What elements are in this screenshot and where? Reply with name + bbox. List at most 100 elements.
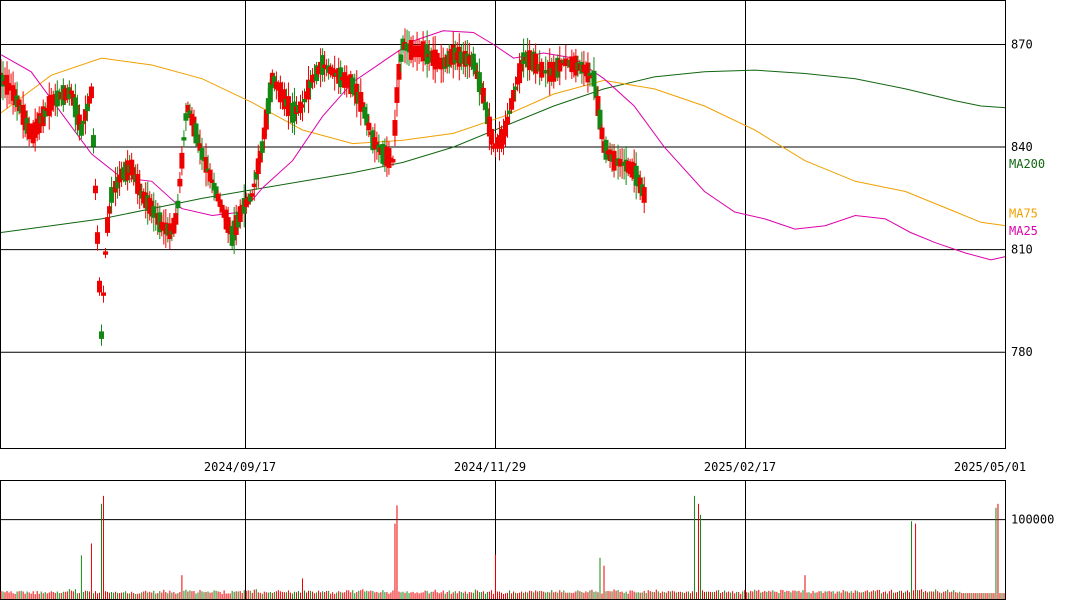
date-tick-label: 2024/11/29: [454, 460, 526, 474]
candle-body: [503, 120, 509, 137]
candle-body: [105, 217, 111, 233]
candle-body: [96, 280, 102, 293]
candle-body: [513, 86, 519, 90]
candle-body: [306, 79, 312, 100]
candle-body: [366, 122, 372, 131]
candle-body: [193, 123, 199, 144]
candle-body: [362, 107, 368, 119]
price-axis-labels: 870 840 810 780: [1011, 37, 1033, 359]
candle-body: [247, 193, 253, 202]
candle-body: [26, 123, 32, 140]
candle-body: [137, 183, 143, 196]
candle-body: [595, 96, 601, 116]
candle-body: [480, 87, 486, 104]
candle-body: [517, 63, 523, 84]
candle-body: [68, 90, 74, 95]
candle-body: [472, 62, 478, 75]
candle-body: [285, 96, 291, 116]
candle-body: [591, 70, 597, 87]
candle-body: [217, 199, 223, 207]
candle-body: [273, 81, 279, 90]
candle-body: [88, 86, 94, 99]
candle-body: [0, 74, 6, 87]
price-tick-label: 780: [1011, 345, 1033, 359]
candle-body: [92, 185, 98, 194]
candle-body: [585, 62, 591, 83]
candle-body: [470, 53, 476, 70]
candle-body: [259, 141, 265, 153]
candle-body: [360, 102, 366, 110]
candle-body: [484, 108, 490, 125]
candle-body: [86, 96, 92, 104]
candle-body: [209, 179, 215, 183]
candle-body: [253, 172, 259, 180]
candle-body: [587, 72, 593, 77]
candle-body: [215, 193, 221, 202]
candle-body: [398, 54, 404, 62]
candle-body: [490, 145, 496, 149]
candle-body: [390, 159, 396, 163]
candle-body: [261, 127, 267, 140]
price-grid: [0, 0, 1005, 448]
candle-body: [42, 109, 48, 117]
candle-body: [511, 89, 517, 102]
price-panel-frame: [0, 0, 1006, 449]
candle-body: [507, 110, 513, 114]
date-tick-label: 2025/02/17: [704, 460, 776, 474]
candle-body: [197, 143, 203, 151]
candle-body: [358, 91, 364, 112]
candle-body: [80, 120, 86, 125]
candle-body: [501, 128, 507, 145]
candle-body: [593, 86, 599, 99]
candle-body: [183, 113, 189, 121]
candle-body: [597, 109, 603, 130]
ma-legend: MA200 MA75 MA25: [1009, 157, 1045, 238]
candle-body: [171, 217, 177, 234]
volume-tick-label: 100000: [1011, 513, 1054, 527]
candle-body: [263, 109, 269, 130]
candle-body: [394, 87, 400, 103]
candlesticks: [0, 28, 647, 346]
candle-body: [255, 158, 261, 175]
candle-body: [179, 152, 185, 169]
candle-body: [265, 98, 271, 114]
candle-body: [6, 83, 12, 91]
candle-body: [488, 128, 494, 145]
candle-body: [199, 148, 205, 160]
ma-line-ma75: [0, 57, 1007, 227]
candle-body: [641, 187, 647, 203]
candle-body: [364, 113, 370, 126]
candle-body: [237, 206, 243, 222]
ma-legend-label: MA200: [1009, 157, 1045, 171]
ma-legend-label: MA75: [1009, 207, 1038, 221]
candle-body: [90, 135, 96, 147]
candle-body: [207, 169, 213, 182]
candle-body: [302, 98, 308, 103]
candle-body: [185, 104, 191, 113]
candle-body: [392, 120, 398, 136]
candle-body: [177, 178, 183, 187]
price-frame-rect: [0, 0, 1006, 449]
date-tick-label: 2024/09/17: [204, 460, 276, 474]
volume-frame: [0, 480, 1006, 600]
candle-body: [509, 98, 515, 110]
candle-body: [109, 187, 115, 203]
candle-body: [300, 104, 306, 108]
candle-body: [249, 193, 255, 197]
candle-body: [78, 124, 84, 136]
candle-body: [195, 134, 201, 147]
candle-body: [533, 53, 539, 74]
candle-body: [173, 213, 179, 225]
candle-body: [99, 331, 105, 339]
candle-body: [257, 150, 263, 163]
candle-body: [603, 139, 609, 160]
candle-body: [219, 204, 225, 213]
price-tick-label: 840: [1011, 140, 1033, 154]
candle-body: [203, 156, 209, 173]
candle-body: [267, 82, 273, 103]
candle-body: [519, 59, 525, 72]
candle-body: [251, 183, 257, 188]
candle-body: [115, 176, 121, 189]
candle-body: [557, 59, 563, 72]
